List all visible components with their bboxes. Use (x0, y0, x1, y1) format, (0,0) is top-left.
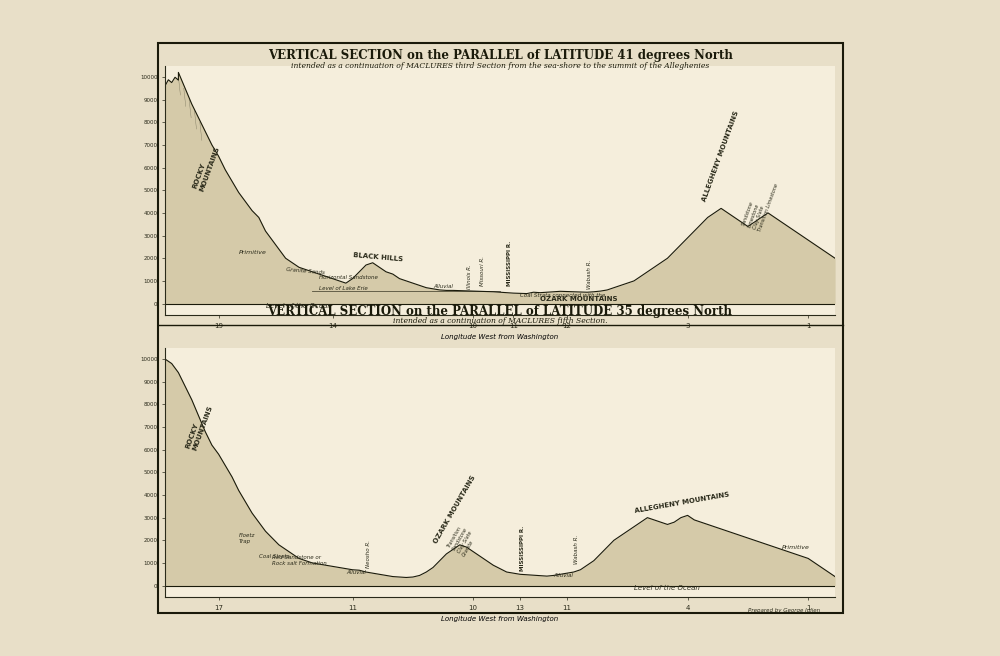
Text: Transition
Sandstone
Clay Slate
Granite: Transition Sandstone Clay Slate Granite (446, 523, 479, 557)
Text: Illinois R.: Illinois R. (467, 264, 472, 289)
Text: Level of the Ocean: Level of the Ocean (266, 303, 331, 309)
Text: Wabash R.: Wabash R. (574, 535, 579, 564)
Text: ROCKY
MOUNTAINS: ROCKY MOUNTAINS (192, 143, 220, 192)
Text: OZARK MOUNTAINS: OZARK MOUNTAINS (540, 297, 618, 302)
Text: Horizontal Sandstone: Horizontal Sandstone (319, 275, 378, 279)
Text: Missouri R.: Missouri R. (480, 256, 485, 287)
Text: intended as a continuation of MACLURES fifth Section.: intended as a continuation of MACLURES f… (393, 318, 607, 325)
Text: intended as a continuation of MACLURES third Section from the sea-shore to the s: intended as a continuation of MACLURES t… (291, 62, 709, 70)
Text: Red Sandstone or
Rock salt Formation: Red Sandstone or Rock salt Formation (272, 556, 327, 566)
Text: Primitive: Primitive (781, 545, 809, 550)
Text: Coal Strata: Coal Strata (259, 554, 289, 560)
Text: Alluvial: Alluvial (433, 284, 453, 289)
Text: OZARK MOUNTAINS: OZARK MOUNTAINS (433, 474, 477, 544)
Text: Primitive: Primitive (239, 250, 267, 255)
Text: Sandstone
Limestone
Clay Slate
Transition Limestone: Sandstone Limestone Clay Slate Transitio… (741, 176, 780, 232)
Text: Alluvial: Alluvial (346, 570, 366, 575)
Text: Prepared by George Julien: Prepared by George Julien (748, 608, 820, 613)
X-axis label: Longitude West from Washington: Longitude West from Washington (441, 616, 559, 623)
X-axis label: Longitude West from Washington: Longitude West from Washington (441, 334, 559, 340)
Text: Level of Lake Erie: Level of Lake Erie (319, 286, 368, 291)
Text: Alluvial: Alluvial (554, 573, 573, 578)
Text: Neosho R.: Neosho R. (366, 541, 371, 569)
Text: Level of the Ocean: Level of the Ocean (634, 585, 700, 591)
Text: BLACK HILLS: BLACK HILLS (353, 253, 403, 262)
Text: ROCKY
MOUNTAINS: ROCKY MOUNTAINS (185, 402, 214, 451)
Text: VERTICAL SECTION on the PARALLEL of LATITUDE 41 degrees North: VERTICAL SECTION on the PARALLEL of LATI… (268, 49, 732, 62)
Text: ALLEGHENY MOUNTAINS: ALLEGHENY MOUNTAINS (701, 110, 740, 203)
Text: Coal Strata connected with the: Coal Strata connected with the (520, 293, 605, 298)
Text: VERTICAL SECTION on the PARALLEL of LATITUDE 35 degrees North: VERTICAL SECTION on the PARALLEL of LATI… (268, 305, 732, 318)
Text: Floetz
Trap: Floetz Trap (239, 533, 255, 544)
Text: Granite Sands: Granite Sands (286, 267, 325, 275)
Text: MISSISSIPPI R.: MISSISSIPPI R. (507, 241, 512, 287)
Text: ALLEGHENY MOUNTAINS: ALLEGHENY MOUNTAINS (634, 491, 730, 514)
Text: Wabash R.: Wabash R. (587, 259, 592, 289)
Text: MISSISSIPPI R.: MISSISSIPPI R. (520, 525, 525, 571)
